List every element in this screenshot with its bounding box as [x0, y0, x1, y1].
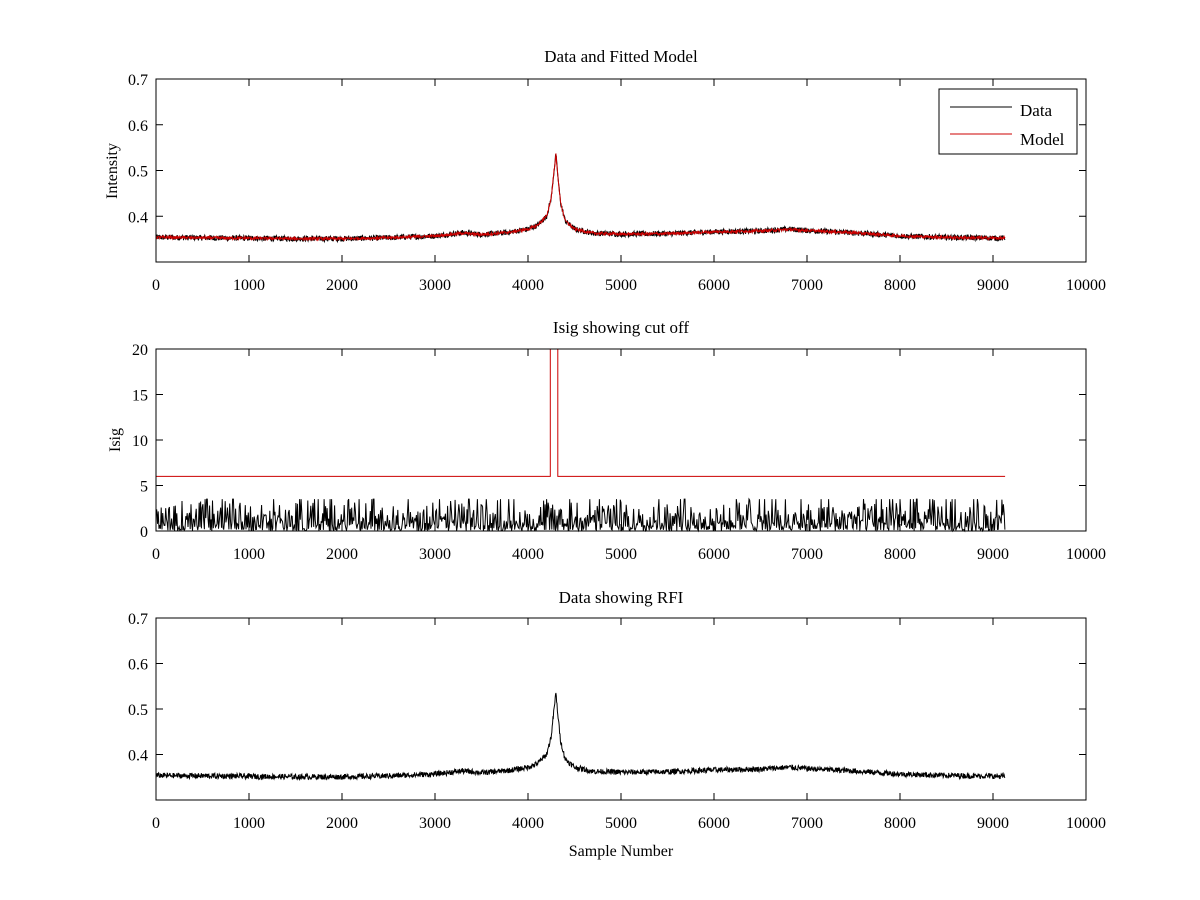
legend-box — [938, 88, 1078, 155]
x-tick-label: 1000 — [233, 546, 265, 563]
y-tick-label: 0 — [140, 524, 148, 541]
legend-label-data: Data — [1020, 101, 1053, 120]
panel-isig-cut-off: Isig showing cut off Isig 0 1000 2000 3000 4… — [107, 318, 1106, 563]
x-tick-label: 2000 — [326, 815, 358, 832]
x-tick-label: 3000 — [419, 546, 451, 563]
x-tick-label: 6000 — [698, 815, 730, 832]
axis-ticks: 0 1000 2000 3000 4000 5000 6000 7000 8000 9000 100… — [128, 72, 1106, 294]
x-tick-label: 7000 — [791, 546, 823, 563]
y-tick-label: 15 — [132, 388, 148, 405]
series-line-model — [155, 153, 1006, 242]
x-tick-label: 5000 — [605, 277, 637, 294]
x-tick-label: 4000 — [512, 815, 544, 832]
y-tick-label: 20 — [132, 342, 148, 359]
x-tick-label: 6000 — [698, 277, 730, 294]
y-tick-label: 5 — [140, 479, 148, 496]
series-line-data — [155, 154, 1006, 244]
x-tick-label: 0 — [152, 815, 160, 832]
x-tick-label: 9000 — [977, 277, 1009, 294]
chart-title: Isig showing cut off — [553, 318, 689, 337]
x-tick-label: 6000 — [698, 546, 730, 563]
panel-data-showing-rfi: Data showing RFI Sample Number 0 1000 2000… — [128, 588, 1106, 860]
x-tick-label: 3000 — [419, 815, 451, 832]
axis-ticks: 0 1000 2000 3000 4000 5000 6000 7000 8000 9000 100… — [128, 611, 1106, 832]
x-tick-label: 10000 — [1066, 277, 1106, 294]
y-tick-label: 0.4 — [128, 748, 148, 765]
x-tick-label: 8000 — [884, 546, 916, 563]
series-line-isig — [155, 497, 1006, 533]
plot-series-group — [155, 348, 1006, 533]
x-tick-label: 0 — [152, 277, 160, 294]
x-tick-label: 7000 — [791, 277, 823, 294]
x-tick-label: 4000 — [512, 277, 544, 294]
x-tick-label: 9000 — [977, 546, 1009, 563]
y-tick-label: 0.7 — [128, 611, 148, 628]
y-tick-label: 10 — [132, 433, 148, 450]
y-tick-label: 0.6 — [128, 118, 148, 135]
y-axis-label: Isig — [107, 428, 124, 452]
legend-label-model: Model — [1020, 130, 1065, 149]
x-tick-label: 1000 — [233, 277, 265, 294]
x-axis-label: Sample Number — [569, 843, 674, 860]
y-tick-label: 0.4 — [128, 209, 148, 226]
x-tick-label: 2000 — [326, 277, 358, 294]
y-tick-label: 0.5 — [128, 164, 148, 181]
legend: Data Model — [938, 88, 1078, 155]
axis-ticks: 0 1000 2000 3000 4000 5000 6000 7000 8000 9000 100… — [132, 342, 1106, 563]
x-tick-label: 4000 — [512, 546, 544, 563]
series-line-cut-off — [156, 348, 1006, 477]
plot-series-group — [155, 692, 1006, 781]
plot-series-group — [155, 153, 1006, 244]
chart-title: Data showing RFI — [559, 588, 684, 607]
series-line-data — [155, 692, 1006, 781]
y-tick-label: 0.7 — [128, 72, 148, 89]
y-tick-label: 0.5 — [128, 702, 148, 719]
x-tick-label: 2000 — [326, 546, 358, 563]
x-tick-label: 10000 — [1066, 546, 1106, 563]
x-tick-label: 8000 — [884, 815, 916, 832]
y-axis-label: Intensity — [104, 143, 121, 199]
panel-data-and-fitted-model: Data and Fitted Model Intensity 0 1000 200… — [104, 47, 1106, 294]
x-tick-label: 0 — [152, 546, 160, 563]
x-tick-label: 10000 — [1066, 815, 1106, 832]
x-tick-label: 9000 — [977, 815, 1009, 832]
x-tick-label: 3000 — [419, 277, 451, 294]
chart-title: Data and Fitted Model — [544, 47, 698, 66]
x-tick-label: 7000 — [791, 815, 823, 832]
axes-frame — [155, 617, 1087, 801]
y-tick-label: 0.6 — [128, 657, 148, 674]
x-tick-label: 5000 — [605, 546, 637, 563]
x-tick-label: 1000 — [233, 815, 265, 832]
x-tick-label: 8000 — [884, 277, 916, 294]
x-tick-label: 5000 — [605, 815, 637, 832]
